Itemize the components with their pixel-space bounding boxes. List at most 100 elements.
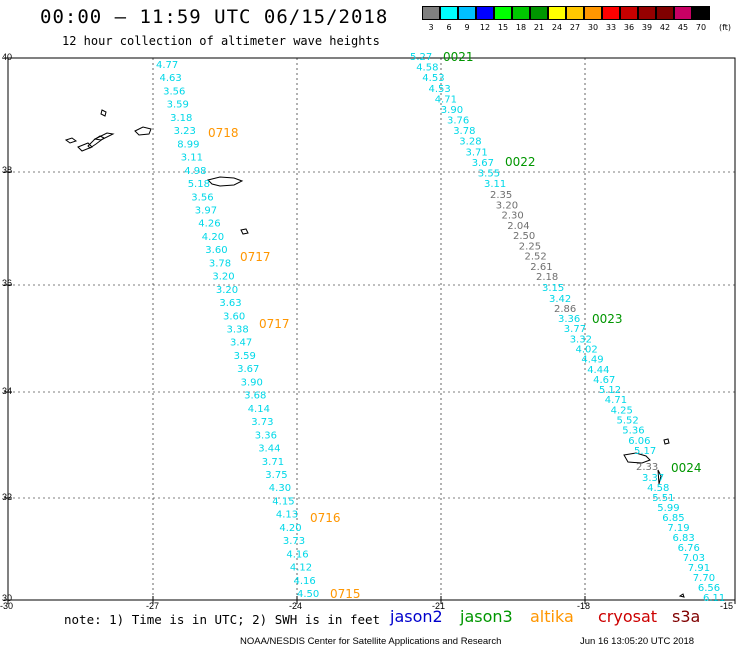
colorbar-swatch — [494, 6, 512, 20]
colorbar-swatch — [422, 6, 440, 20]
swh-value: 3.63 — [219, 298, 241, 309]
swh-value: 2.50 — [513, 231, 535, 242]
swh-value: 5.18 — [188, 179, 210, 190]
colorbar-swatch — [638, 6, 656, 20]
swh-value: 6.06 — [628, 436, 650, 447]
swh-value: 4.49 — [581, 355, 603, 366]
pass-time-label: 0023 — [592, 312, 623, 326]
swh-value: 3.59 — [167, 100, 189, 111]
swh-value: 6.85 — [662, 513, 684, 524]
lon-label-30w: -30 — [0, 601, 14, 611]
pass-time-label: 0022 — [505, 155, 536, 169]
lat-label-40: 40 — [2, 52, 13, 62]
swh-value: 3.47 — [230, 338, 252, 349]
swh-value: 3.36 — [255, 430, 277, 441]
colorbar-swatch — [602, 6, 620, 20]
swh-value: 4.20 — [202, 232, 224, 243]
swh-value: 4.16 — [286, 549, 308, 560]
swh-value: 3.60 — [205, 245, 227, 256]
swh-value: 3.11 — [181, 153, 203, 164]
swh-value: 2.61 — [530, 262, 552, 273]
pass-time-label: 0718 — [208, 126, 239, 140]
island-outline — [240, 228, 249, 235]
island-outline — [134, 126, 152, 136]
swh-value: 7.03 — [683, 553, 705, 564]
colorbar-label: 33 — [605, 23, 617, 32]
swh-value: 3.90 — [441, 105, 463, 116]
pass-time-label: 0716 — [310, 511, 341, 525]
swh-value: 3.15 — [542, 283, 564, 294]
swh-value: 7.19 — [667, 523, 689, 534]
colorbar-swatch — [692, 6, 710, 20]
swh-value: 4.71 — [605, 395, 627, 406]
swh-value: 5.27 — [410, 52, 432, 63]
swh-value: 4.67 — [593, 375, 615, 386]
swh-value: 3.38 — [227, 325, 249, 336]
swh-value: 4.02 — [576, 345, 598, 356]
colorbar-label: 36 — [623, 23, 635, 32]
colorbar-label: 9 — [464, 23, 470, 32]
swh-value: 5.36 — [622, 426, 644, 437]
swh-value: 2.18 — [536, 272, 558, 283]
island-outline — [663, 438, 670, 445]
colorbar-swatch — [440, 6, 458, 20]
swh-value: 4.12 — [290, 563, 312, 574]
swh-value: 3.20 — [496, 200, 518, 211]
swh-value: 4.71 — [435, 94, 457, 105]
swh-value: 8.99 — [177, 139, 199, 150]
swh-value: 3.36 — [558, 314, 580, 325]
lat-label-38: 38 — [2, 165, 13, 175]
swh-value: 4.53 — [422, 73, 444, 84]
swh-value: 4.53 — [429, 84, 451, 95]
lon-label-15w: -15 — [720, 601, 734, 611]
swh-value: 4.13 — [276, 510, 298, 521]
colorbar-label: 6 — [446, 23, 452, 32]
lon-label-18w: -18 — [577, 601, 591, 611]
swh-value: 3.18 — [170, 113, 192, 124]
lat-label-34: 34 — [2, 386, 13, 396]
swh-value: 4.25 — [611, 405, 633, 416]
colorbar-label: 3 — [428, 23, 434, 32]
swh-value: 2.30 — [502, 211, 524, 222]
swh-value: 3.20 — [216, 285, 238, 296]
swh-value: 3.71 — [262, 457, 284, 468]
swh-value: 3.97 — [195, 206, 217, 217]
swh-value: 3.67 — [237, 364, 259, 375]
swh-value: 2.86 — [554, 304, 576, 315]
swh-value: 5.17 — [634, 446, 656, 457]
colorbar-unit: (ft) — [719, 23, 732, 32]
lat-label-30: 30 — [2, 593, 13, 603]
lon-label-27w: -27 — [146, 601, 160, 611]
colorbar-label: 45 — [677, 23, 689, 32]
colorbar-label: 21 — [533, 23, 545, 32]
colorbar-label: 39 — [641, 23, 653, 32]
swh-value: 7.91 — [688, 563, 710, 574]
colorbar-label: 15 — [497, 23, 509, 32]
swh-value: 3.44 — [258, 444, 280, 455]
swh-value: 3.20 — [212, 272, 234, 283]
island-outline — [87, 135, 105, 149]
swh-value: 5.52 — [617, 416, 639, 427]
colorbar-swatch — [656, 6, 674, 20]
swh-value: 6.11 — [703, 593, 725, 604]
swh-value: 5.12 — [599, 385, 621, 396]
map-subtitle: 12 hour collection of altimeter wave hei… — [62, 34, 380, 48]
swh-value: 4.14 — [248, 404, 270, 415]
swh-value: 6.56 — [698, 583, 720, 594]
swh-value: 3.56 — [191, 192, 213, 203]
swh-value: 3.60 — [223, 311, 245, 322]
colorbar-swatch — [476, 6, 494, 20]
swh-value: 2.35 — [490, 190, 512, 201]
colorbar-swatch — [512, 6, 530, 20]
lat-label-32: 32 — [2, 492, 13, 502]
swh-value: 3.42 — [549, 294, 571, 305]
swh-value: 3.78 — [453, 126, 475, 137]
footer-timestamp: Jun 16 13:05:20 UTC 2018 — [580, 636, 695, 647]
island-outline — [64, 137, 78, 144]
colorbar-swatch — [584, 6, 602, 20]
swh-value: 7.70 — [693, 573, 715, 584]
colorbar-label: 42 — [659, 23, 671, 32]
colorbar-swatch — [620, 6, 638, 20]
island-outline — [678, 593, 685, 598]
